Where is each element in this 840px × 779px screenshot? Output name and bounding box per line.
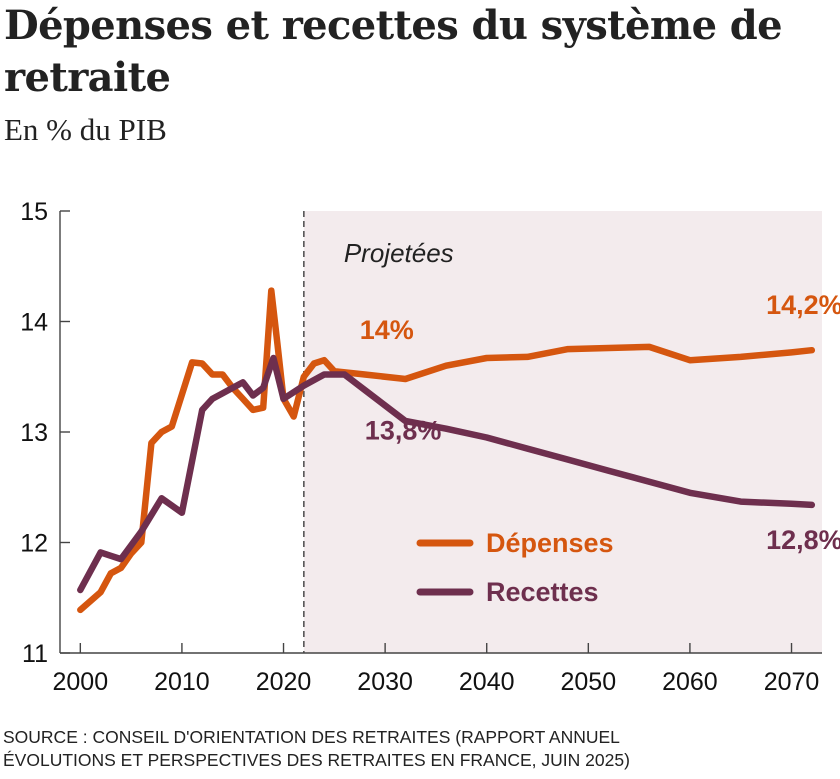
x-tick-label: 2010 xyxy=(154,668,210,696)
series-line-recettes xyxy=(77,354,816,594)
value-annotation: 13,8% xyxy=(365,416,442,446)
x-tick-label: 2060 xyxy=(662,668,718,696)
legend-label: Dépenses xyxy=(486,528,614,558)
x-tick-label: 2050 xyxy=(561,668,617,696)
y-tick-label: 11 xyxy=(22,640,48,668)
value-annotation: 14% xyxy=(360,315,414,345)
x-tick-label: 2040 xyxy=(459,668,515,696)
y-tick-label: 12 xyxy=(20,530,48,558)
legend-label: Recettes xyxy=(486,577,599,607)
value-annotation: 14,2% xyxy=(766,290,840,320)
x-tick-label: 2020 xyxy=(256,668,312,696)
projection-region xyxy=(303,211,823,653)
x-tick-label: 2000 xyxy=(53,668,109,696)
source-note: SOURCE : CONSEIL D'ORIENTATION DES RETRA… xyxy=(3,726,839,772)
y-tick-label: 14 xyxy=(20,309,48,337)
y-tick-label: 15 xyxy=(20,198,48,226)
value-annotation: 12,8% xyxy=(766,525,840,555)
pension-chart: 11 12 13 14 15 2000 2010 2020 2030 2040 2050 2060 20… xyxy=(20,198,840,696)
y-tick-label: 13 xyxy=(20,419,48,447)
x-tick-label: 2070 xyxy=(764,668,820,696)
chart-title: Dépenses et recettes du système de retra… xyxy=(4,2,783,101)
series-line-dpenses xyxy=(77,287,816,614)
chart-subtitle: En % du PIB xyxy=(4,112,167,147)
source-line-1: SOURCE : CONSEIL D'ORIENTATION DES RETRA… xyxy=(3,727,620,747)
x-tick-label: 2030 xyxy=(357,668,413,696)
projection-label: Projetées xyxy=(344,238,454,268)
source-line-2: ÉVOLUTIONS ET PERSPECTIVES DES RETRAITES… xyxy=(3,750,630,770)
